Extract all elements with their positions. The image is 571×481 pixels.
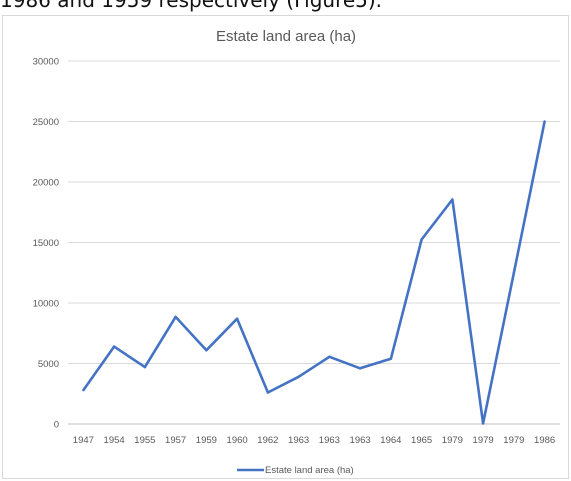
y-tick-label: 10000 <box>33 299 59 310</box>
y-axis-ticks: 0 5000 10000 15000 20000 25000 30000 <box>33 57 59 431</box>
data-point <box>481 422 485 425</box>
y-tick-label: 20000 <box>33 178 59 189</box>
y-tick-label: 0 <box>54 420 59 431</box>
x-tick-label: 1947 <box>73 435 94 446</box>
x-tick-label: 1962 <box>257 435 278 446</box>
line-chart: Estate land area (ha) 0 5000 10000 15000 200… <box>33 28 560 476</box>
x-axis-ticks: 1947 1954 1955 1957 1959 1960 1962 1963 1963 1963… <box>73 435 555 446</box>
data-point <box>451 198 454 201</box>
x-tick-label: 1955 <box>134 435 155 446</box>
x-tick-label: 1954 <box>104 435 125 446</box>
x-tick-label: 1964 <box>380 435 401 446</box>
chart-container: Estate land area (ha) 0 5000 10000 15000 200… <box>2 15 569 479</box>
data-point <box>174 315 177 319</box>
y-tick-label: 25000 <box>33 117 59 128</box>
intro-text: 1986 and 1959 respectively (Figure5). <box>0 0 383 12</box>
x-tick-label: 1986 <box>534 435 555 446</box>
x-tick-label: 1979 <box>442 435 463 446</box>
data-point <box>112 345 116 348</box>
data-point <box>543 120 546 123</box>
series-line <box>82 121 546 425</box>
y-tick-label: 30000 <box>33 57 59 68</box>
gridlines <box>68 60 560 425</box>
data-point <box>235 317 239 320</box>
data-point <box>328 355 331 359</box>
data-point <box>512 271 516 274</box>
x-tick-label: 1963 <box>288 435 309 446</box>
x-tick-label: 1957 <box>165 435 186 446</box>
data-point <box>389 357 393 360</box>
data-point <box>266 391 270 394</box>
data-point <box>358 367 362 370</box>
data-point <box>205 348 208 352</box>
chart-title: Estate land area (ha) <box>216 28 356 45</box>
x-tick-label: 1963 <box>350 435 371 446</box>
y-tick-label: 5000 <box>38 359 59 370</box>
x-tick-label: 1959 <box>196 435 217 446</box>
data-point <box>297 375 300 379</box>
x-tick-label: 1979 <box>473 435 494 446</box>
data-point <box>82 388 85 392</box>
x-tick-label: 1963 <box>319 435 340 446</box>
legend-label: Estate land area (ha) <box>265 465 354 476</box>
x-tick-label: 1965 <box>411 435 432 446</box>
x-tick-label: 1979 <box>503 435 524 446</box>
data-point <box>420 238 423 241</box>
data-point <box>143 365 147 369</box>
series-layer <box>82 120 546 425</box>
y-tick-label: 15000 <box>33 238 59 249</box>
x-tick-label: 1960 <box>227 435 248 446</box>
legend: Estate land area (ha) <box>237 465 354 476</box>
